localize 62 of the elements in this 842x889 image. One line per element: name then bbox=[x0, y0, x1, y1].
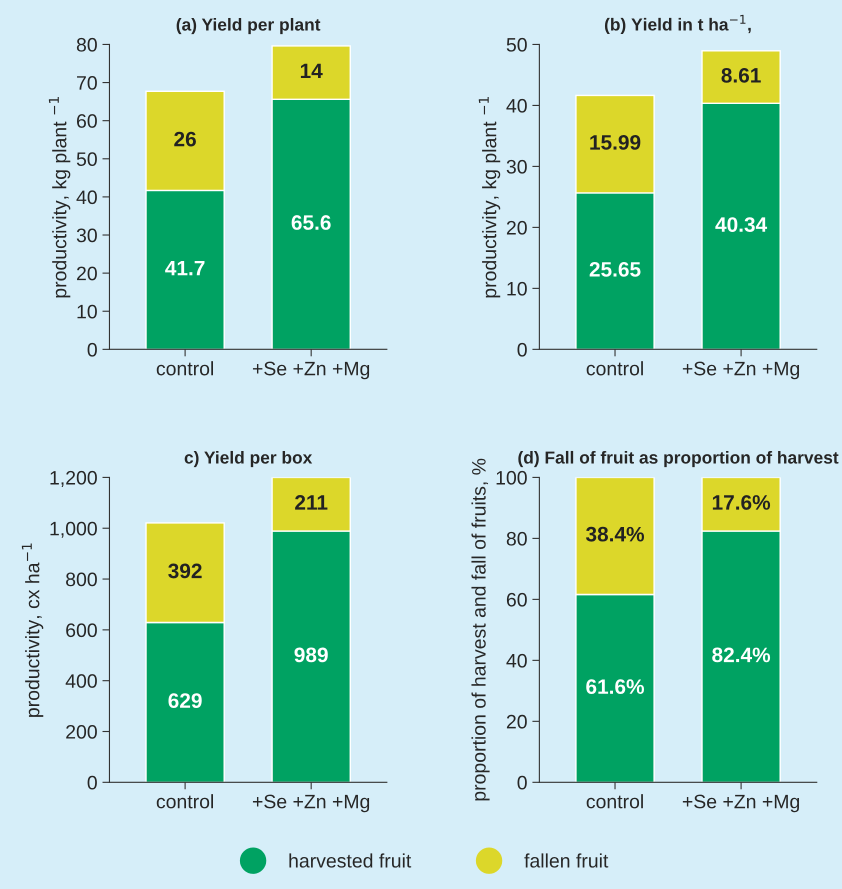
legend-label: fallen fruit bbox=[524, 853, 608, 868]
y-tick-label: 600 bbox=[66, 623, 97, 638]
y-tick-label: 200 bbox=[66, 724, 97, 739]
x-tick-label: control bbox=[586, 361, 643, 376]
data-label: 15.99 bbox=[590, 135, 640, 150]
data-label: 14 bbox=[300, 64, 323, 78]
y-tick-label: 1,000 bbox=[50, 522, 97, 538]
data-label: 25.65 bbox=[590, 262, 641, 277]
y-axis-title: productivity, cx ha$^{−1}$ bbox=[22, 544, 44, 717]
y-tick-label: 400 bbox=[66, 674, 97, 688]
y-tick-label: 50 bbox=[506, 38, 527, 52]
x-tick-label: +Se +Zn +Mg bbox=[252, 362, 370, 380]
y-tick-label: 10 bbox=[507, 282, 527, 296]
x-tick-label: +Se +Zn +Mg bbox=[682, 794, 800, 812]
data-label: 65.6 bbox=[292, 215, 331, 230]
y-tick-label: 50 bbox=[76, 152, 97, 166]
y-tick-label: 40 bbox=[506, 98, 527, 113]
chart-title: c) Yield per box bbox=[184, 450, 312, 468]
data-label: 38.4% bbox=[586, 526, 644, 542]
y-tick-label: 30 bbox=[506, 160, 527, 174]
y-axis-title: proportion of harvest and fall of fruits, % bbox=[471, 458, 490, 800]
data-label: 41.7 bbox=[165, 260, 204, 276]
y-tick-label: 30 bbox=[76, 228, 97, 242]
data-label: 989 bbox=[294, 648, 328, 662]
y-tick-label: 800 bbox=[66, 572, 97, 586]
y-tick-label: 20 bbox=[506, 220, 527, 235]
x-tick-label: control bbox=[156, 794, 213, 808]
y-tick-label: 60 bbox=[506, 592, 527, 607]
y-tick-label: 40 bbox=[76, 190, 97, 204]
y-tick-label: 0 bbox=[88, 342, 97, 357]
data-label: 17.6% bbox=[712, 495, 770, 510]
y-tick-label: 20 bbox=[506, 714, 527, 729]
data-label: 8.61 bbox=[721, 68, 761, 83]
data-label: 61.6% bbox=[586, 679, 644, 694]
y-tick-label: 80 bbox=[506, 532, 527, 546]
y-tick-label: 70 bbox=[77, 76, 97, 90]
y-tick-label: 40 bbox=[506, 654, 527, 668]
y-tick-label: 80 bbox=[76, 38, 97, 52]
data-label: 82.4% bbox=[712, 648, 770, 662]
chart-title: (d) Fall of fruit as proportion of harvest bbox=[518, 450, 838, 468]
y-tick-label: 0 bbox=[88, 776, 97, 790]
y-axis-title: productivity, kg plant $^{−1}$ bbox=[48, 97, 70, 298]
y-tick-label: 1,200 bbox=[50, 470, 97, 487]
y-tick-label: 10 bbox=[78, 304, 97, 318]
x-tick-label: +Se +Zn +Mg bbox=[252, 794, 370, 812]
data-label: 392 bbox=[168, 564, 202, 578]
x-tick-label: control bbox=[156, 361, 213, 376]
y-tick-label: 0 bbox=[518, 776, 527, 790]
chart-title: (b) Yield in t ha$^{−1}$, bbox=[604, 14, 751, 34]
chart-title: (a) Yield per plant bbox=[176, 18, 320, 34]
data-label: 26 bbox=[174, 132, 196, 146]
x-tick-label: control bbox=[586, 794, 643, 808]
x-tick-label: +Se +Zn +Mg bbox=[682, 362, 800, 380]
y-tick-label: 20 bbox=[77, 266, 97, 280]
y-tick-label: 100 bbox=[496, 470, 527, 485]
data-label: 211 bbox=[295, 495, 328, 510]
data-label: 629 bbox=[168, 693, 202, 708]
y-tick-label: 60 bbox=[77, 114, 97, 128]
y-tick-label: 0 bbox=[518, 342, 527, 357]
data-label: 40.34 bbox=[715, 217, 768, 232]
y-axis-title: productivity, kg plant $^{−1}$ bbox=[478, 97, 500, 298]
legend-label: harvested fruit bbox=[289, 853, 412, 868]
